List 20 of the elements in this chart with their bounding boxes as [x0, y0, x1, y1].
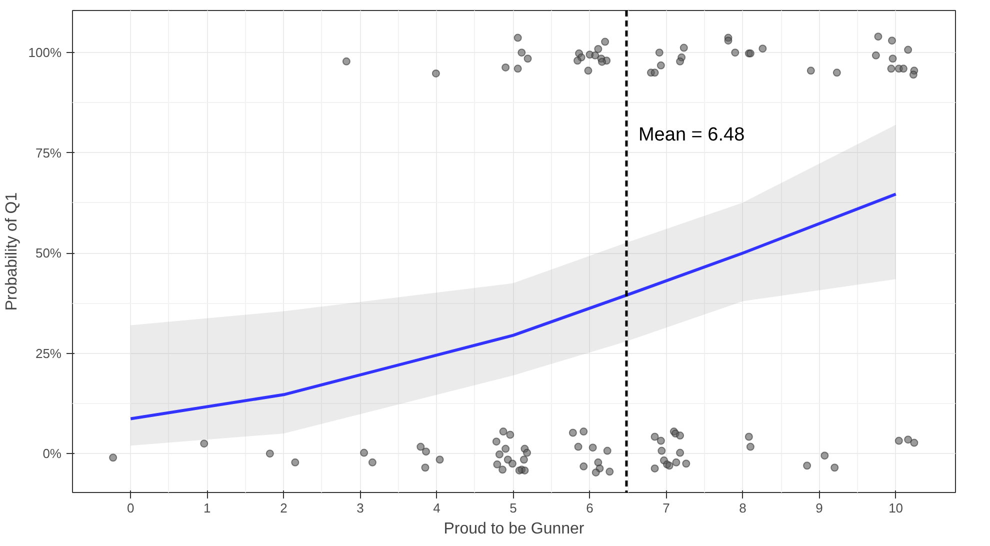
line-series — [129, 192, 898, 420]
x-axis-title: Proud to be Gunner — [444, 520, 585, 538]
x-tick-label: 3 — [356, 500, 364, 516]
ref-line-label: Mean = 6.48 — [638, 124, 745, 146]
x-tick-label: 7 — [662, 500, 670, 516]
y-tick-label: 50% — [35, 246, 62, 261]
y-tick-label: 100% — [28, 45, 62, 60]
x-tick-label: 6 — [586, 500, 594, 516]
x-tick-label: 1 — [204, 500, 211, 516]
x-tick-label: 4 — [433, 500, 440, 516]
x-tick-label: 8 — [739, 500, 746, 516]
y-tick-label: 75% — [35, 145, 62, 160]
y-axis-title: Probability of Q1 — [3, 192, 20, 311]
x-tick-label: 2 — [280, 500, 288, 516]
x-tick-label: 0 — [127, 500, 134, 516]
x-tick-label: 9 — [816, 500, 823, 516]
x-tick-label: 10 — [888, 500, 904, 516]
x-tick-label: 5 — [510, 500, 517, 516]
y-tick-label: 25% — [35, 346, 62, 361]
y-tick-label: 0% — [42, 446, 62, 462]
